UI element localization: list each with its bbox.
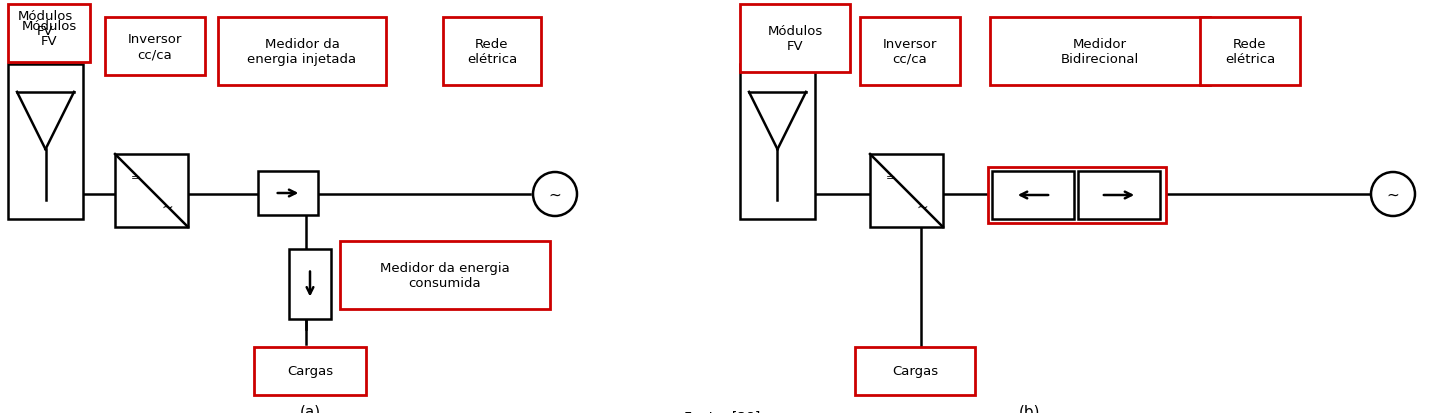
Bar — [740, 5, 850, 73]
Text: Medidor da
energia injetada: Medidor da energia injetada — [247, 38, 357, 66]
Text: Rede
elétrica: Rede elétrica — [1225, 38, 1274, 66]
Text: ~: ~ — [916, 200, 928, 214]
Text: Módulos
FV: Módulos FV — [17, 10, 74, 38]
Text: Cargas: Cargas — [892, 365, 938, 377]
Bar — [259, 171, 318, 216]
Bar — [254, 347, 366, 395]
Bar — [289, 249, 331, 319]
Bar — [993, 171, 1074, 219]
Text: Medidor da energia
consumida: Medidor da energia consumida — [380, 261, 510, 289]
Text: Fonte: [38]: Fonte: [38] — [685, 410, 760, 413]
Text: =: = — [886, 173, 894, 183]
Text: ~: ~ — [162, 200, 173, 214]
Bar — [1078, 171, 1160, 219]
Bar — [1199, 18, 1300, 86]
Bar — [9, 5, 90, 63]
Text: Módulos
FV: Módulos FV — [767, 25, 822, 53]
Bar — [340, 242, 551, 309]
Bar — [9, 65, 82, 219]
Bar — [870, 154, 944, 228]
Bar — [740, 65, 815, 219]
Text: =: = — [130, 173, 140, 183]
Text: Rede
elétrica: Rede elétrica — [467, 38, 517, 66]
Text: Módulos
FV: Módulos FV — [22, 20, 77, 48]
Text: (b): (b) — [1019, 404, 1040, 413]
Bar — [218, 18, 386, 86]
Bar — [855, 347, 975, 395]
Text: ~: ~ — [1387, 187, 1399, 202]
Text: Inversor
cc/ca: Inversor cc/ca — [883, 38, 938, 66]
Bar — [116, 154, 188, 228]
Bar — [988, 168, 1166, 223]
Text: Inversor
cc/ca: Inversor cc/ca — [127, 33, 182, 61]
Bar — [860, 18, 959, 86]
Bar — [990, 18, 1209, 86]
Text: Cargas: Cargas — [288, 365, 332, 377]
Text: (a): (a) — [299, 404, 321, 413]
Text: Medidor
Bidirecional: Medidor Bidirecional — [1061, 38, 1139, 66]
Bar — [444, 18, 540, 86]
Bar — [105, 18, 205, 76]
Text: ~: ~ — [549, 187, 561, 202]
